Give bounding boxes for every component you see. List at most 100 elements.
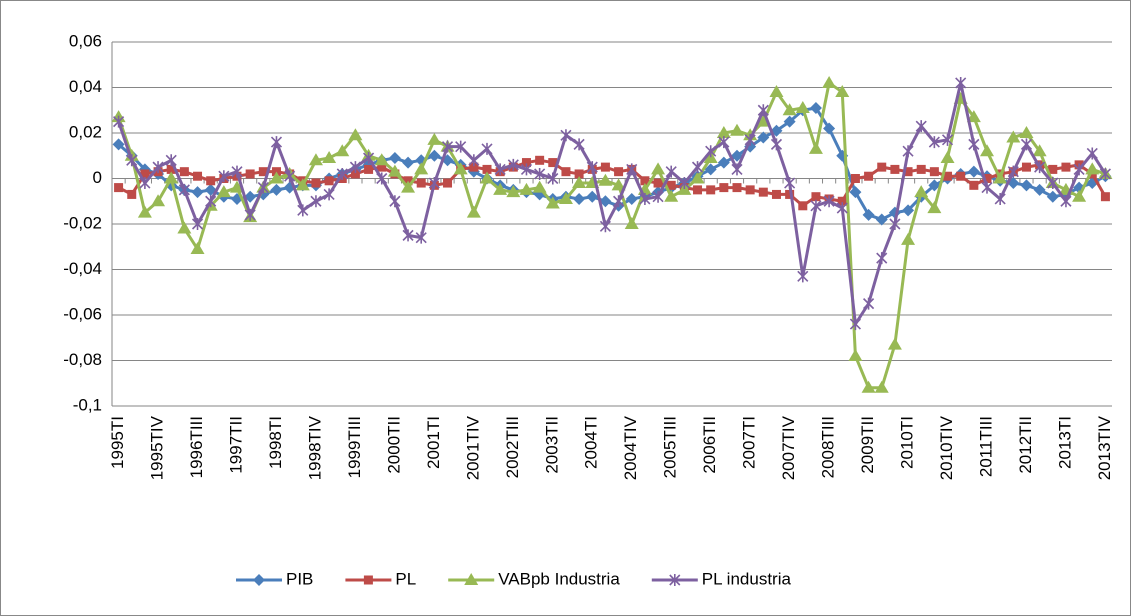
data-point [126,154,138,167]
data-point [613,195,625,208]
data-point [993,171,1008,184]
data-point [455,140,467,153]
data-point [811,192,821,202]
data-point [929,167,939,177]
data-point [784,177,796,190]
legend-marker [464,573,479,585]
data-point [731,163,743,176]
data-point [572,176,587,189]
data-point [257,181,269,194]
x-tick-label: 2002TIII [503,416,522,478]
data-point [1032,144,1047,157]
data-point [717,156,730,169]
data-point [876,252,888,265]
data-point [651,162,666,175]
data-point [560,129,572,142]
data-point [664,189,679,202]
data-point [719,183,729,193]
data-point [890,164,900,174]
data-point [323,188,335,201]
legend-label: PL industria [702,569,792,588]
data-point [718,136,730,149]
data-point [586,161,598,174]
data-point [1073,163,1085,176]
data-point [415,231,427,244]
data-point [1020,138,1033,151]
y-tick-label: 0 [93,168,102,187]
data-point [190,242,205,255]
data-point [191,186,204,199]
data-point [335,144,350,157]
data-point [374,153,389,166]
data-point [216,185,231,198]
data-point [414,162,429,175]
x-tick-label: 2010TI [898,416,917,469]
data-point [114,183,124,193]
data-point [349,161,361,174]
data-point [782,103,797,116]
data-point [916,164,926,174]
data-point [980,144,994,157]
data-point [850,174,860,183]
data-point [310,195,322,208]
data-point [887,337,902,350]
series-line [117,81,1106,390]
data-point [758,187,768,197]
data-point [427,132,442,145]
data-point [914,185,929,198]
data-point [428,149,441,162]
data-point [1021,162,1031,172]
x-tick-label: 2011TIII [976,416,995,477]
legend-marker [669,574,681,586]
data-point [308,153,323,166]
legend-label: VABpb Industria [498,569,620,588]
legend-label: PL [395,569,416,588]
data-point [901,232,916,245]
data-point [849,318,861,331]
data-point [295,178,310,191]
data-point [653,178,663,188]
x-tick-label: 2012TII [1016,416,1035,474]
y-tick-label: -0,02 [63,213,102,232]
data-point [284,170,296,183]
data-point [1020,179,1033,192]
data-point [864,171,874,181]
data-point [837,196,847,206]
data-point [245,169,255,179]
data-point [205,195,217,208]
data-point [139,177,151,190]
data-point [112,138,125,151]
x-tick-label: 1996TIII [187,416,206,478]
x-tick-label: 1995TI [108,416,127,469]
data-point [348,128,363,141]
data-point [968,138,980,151]
data-point [678,177,690,190]
data-point [402,156,415,169]
data-point [994,192,1006,205]
data-point [611,178,626,191]
data-point [691,161,704,174]
data-point [823,195,835,208]
data-point [940,151,955,164]
x-tick-label: 2010TIV [937,415,956,480]
data-point [808,141,823,154]
data-point [218,170,230,183]
data-point [614,167,624,177]
data-point [862,208,875,221]
data-point [955,76,967,89]
data-point [177,221,192,234]
data-point [927,201,942,214]
data-point [943,171,953,181]
data-point [1007,165,1019,178]
data-point [690,171,705,184]
data-point [480,171,494,184]
x-tick-label: 2001TI [424,416,443,469]
x-tick-label: 2007TI [740,416,759,469]
data-point [756,114,771,127]
data-point [311,178,321,188]
data-point [350,169,360,179]
data-point [1061,162,1071,172]
data-point [336,167,348,180]
